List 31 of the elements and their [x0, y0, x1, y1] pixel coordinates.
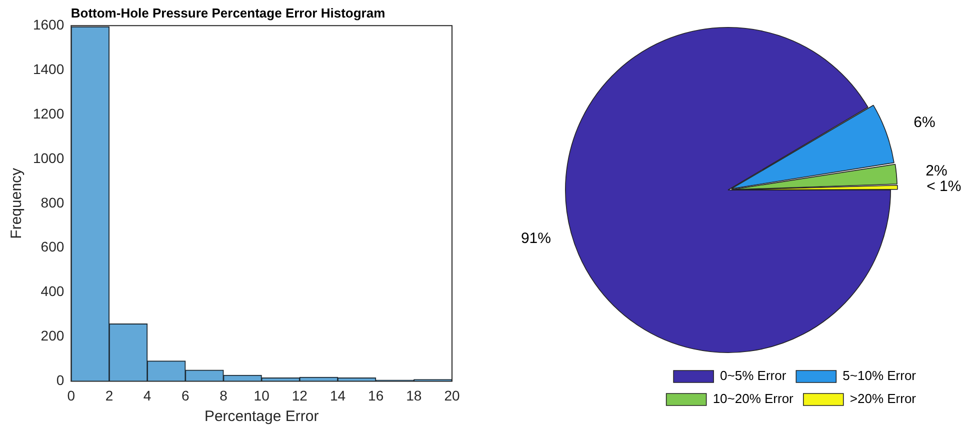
legend-label: 0~5% Error [720, 368, 787, 384]
y-tick-label: 800 [40, 194, 64, 210]
y-tick-label: 0 [56, 372, 64, 388]
x-tick-label: 8 [220, 387, 228, 404]
x-tick-label: 18 [406, 387, 422, 404]
x-tick-label: 16 [368, 387, 384, 404]
x-tick-label: 4 [143, 387, 152, 404]
y-tick-label: 200 [40, 328, 64, 344]
y-tick-label: 1600 [32, 16, 64, 32]
legend-label: 10~20% Error [712, 391, 794, 406]
x-tick-label: 14 [330, 387, 346, 404]
chart-title: Bottom-Hole Pressure Percentage Error Histogram [70, 5, 386, 20]
legend-label: 5~10% Error [842, 368, 917, 384]
data-label: < 1% [926, 178, 962, 196]
x-tick-label: 0 [67, 387, 76, 404]
data-label: 91% [520, 230, 551, 247]
x-axis-title: Percentage Error [204, 408, 319, 426]
data-label: 2% [926, 162, 948, 180]
x-tick-label: 6 [182, 387, 190, 404]
x-tick-label: 12 [292, 387, 308, 404]
y-tick-label: 400 [40, 283, 64, 300]
y-tick-label: 1200 [32, 105, 64, 122]
y-tick-label: 600 [40, 238, 64, 255]
data-label: 6% [914, 114, 936, 131]
y-axis-title: Frequency [8, 167, 26, 239]
legend-label: >20% Error [850, 391, 917, 406]
x-tick-label: 2 [105, 387, 114, 404]
x-tick-label: 20 [444, 387, 460, 404]
y-tick-label: 1000 [32, 150, 64, 166]
y-tick-label: 1400 [32, 60, 64, 77]
x-tick-label: 10 [254, 387, 270, 404]
